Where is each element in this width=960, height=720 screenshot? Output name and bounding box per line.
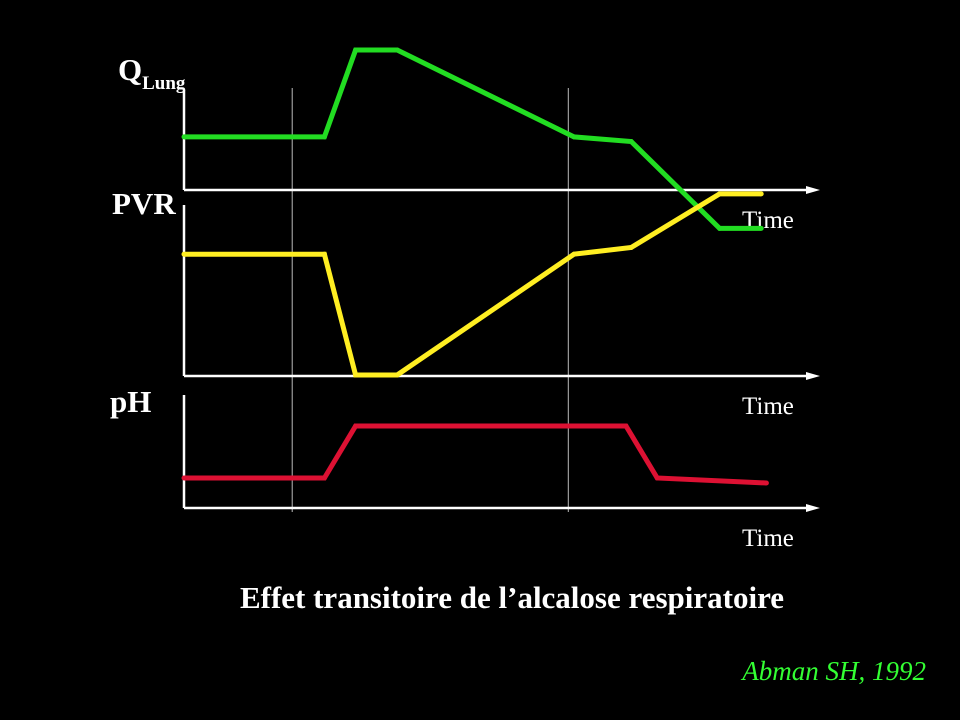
pvr-point-0 [181, 251, 187, 257]
qlung-label-sub: Lung [142, 73, 186, 94]
source-citation: Abman SH, 1992 [742, 656, 926, 686]
qlung-point-1 [321, 134, 327, 140]
ph-point-2 [353, 423, 359, 429]
pvr-time-label: Time [742, 393, 794, 420]
pvr-point-1 [321, 251, 327, 257]
ph-x-axis-arrow [806, 504, 820, 512]
ph-panel: pH Time [110, 384, 820, 552]
qlung-point-3 [394, 47, 400, 53]
ph-point-1 [321, 475, 327, 481]
pvr-series-line [184, 191, 762, 378]
pvr-point-6 [717, 191, 723, 197]
pvr-label: PVR [112, 186, 176, 221]
pvr-panel: PVR Time [112, 186, 820, 420]
qlung-point-4 [571, 134, 577, 140]
qlung-panel: QLung Time [118, 47, 820, 234]
ph-point-0 [181, 475, 187, 481]
ph-point-3 [623, 423, 629, 429]
slide-caption: Effet transitoire de l’alcalose respirat… [239, 580, 785, 615]
pvr-point-2 [353, 372, 359, 378]
pvr-point-3 [394, 372, 400, 378]
pvr-point-5 [628, 245, 634, 250]
qlung-point-2 [353, 47, 359, 53]
ph-point-4 [654, 475, 660, 481]
pvr-point-4 [571, 251, 577, 257]
qlung-label-main: Q [118, 52, 142, 87]
event-guides [291, 88, 569, 512]
pvr-point-7 [758, 191, 764, 197]
ph-series-line [184, 423, 767, 486]
qlung-point-0 [181, 134, 187, 140]
pvr-x-axis-arrow [806, 372, 820, 380]
qlung-x-axis-arrow [806, 186, 820, 194]
qlung-series-line [184, 47, 762, 231]
qlung-point-6 [717, 225, 723, 231]
ph-point-5 [763, 480, 769, 486]
qlung-point-5 [628, 139, 634, 144]
ph-label: pH [110, 384, 151, 419]
qlung-label: QLung [118, 52, 186, 94]
qlung-point-7 [758, 225, 764, 231]
ph-time-label: Time [742, 525, 794, 552]
